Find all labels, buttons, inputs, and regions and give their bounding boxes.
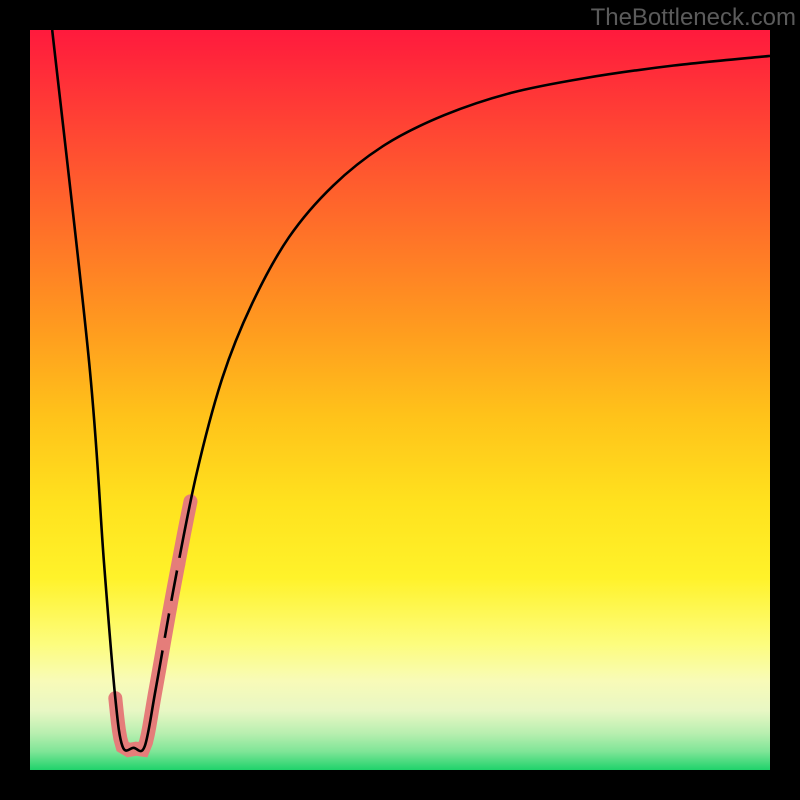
curve-layer xyxy=(30,30,770,770)
watermark-text: TheBottleneck.com xyxy=(591,4,796,32)
highlight-dot xyxy=(164,601,177,614)
plot-frame xyxy=(0,0,800,800)
highlight-dot xyxy=(172,558,185,571)
chart-root: TheBottleneck.com xyxy=(0,0,800,800)
highlight-dot xyxy=(157,638,170,651)
plot-area xyxy=(30,30,770,770)
